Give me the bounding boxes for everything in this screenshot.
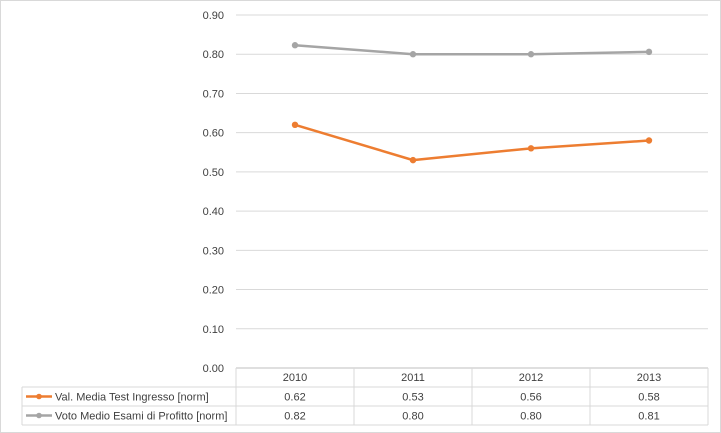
data-point: [645, 137, 653, 144]
data-point: [527, 51, 535, 58]
y-tick-label: 0.60: [203, 128, 224, 140]
data-point: [409, 156, 417, 164]
gridlines: [236, 14, 708, 369]
data-table-value: 0.80: [520, 411, 541, 423]
y-axis-ticks: 0.00 0.10 0.20 0.30 0.40 0.50 0.60 0.70 0.80 0.90: [203, 10, 224, 375]
x-category-label: 2010: [283, 372, 307, 384]
data-point: [527, 145, 535, 152]
data-table-value: 0.58: [638, 392, 659, 404]
y-tick-label: 0.80: [203, 49, 224, 61]
data-point: [291, 42, 299, 49]
series-line: [293, 43, 651, 56]
data-table-value: 0.82: [284, 411, 305, 423]
y-tick-label: 0.70: [203, 88, 224, 100]
y-tick-label: 0.40: [203, 206, 224, 218]
series-line: [293, 123, 651, 162]
legend-key-marker: [36, 393, 42, 400]
data-point: [409, 51, 417, 58]
data-table-value: 0.80: [402, 411, 423, 423]
data-table: 2010 2011 2012 2013 Val. Media Test Ingresso…: [21, 368, 709, 426]
series-lines: [291, 42, 653, 164]
y-tick-label: 0.20: [203, 285, 224, 297]
y-tick-label: 0.90: [203, 10, 224, 22]
data-table-value: 0.81: [638, 411, 659, 423]
legend-key-marker: [36, 412, 42, 419]
legend-series-name: Voto Medio Esami di Profitto [norm]: [55, 411, 227, 423]
data-table-value: 0.56: [520, 392, 541, 404]
y-tick-label: 0.30: [203, 245, 224, 257]
x-category-label: 2011: [401, 372, 425, 384]
x-category-label: 2012: [519, 372, 543, 384]
data-table-value: 0.53: [402, 392, 423, 404]
data-point: [645, 48, 653, 56]
legend-series-name: Val. Media Test Ingresso [norm]: [55, 392, 209, 404]
y-tick-label: 0.10: [203, 324, 224, 336]
y-tick-label: 0.50: [203, 167, 224, 179]
y-tick-label: 0.00: [203, 363, 224, 375]
data-point: [291, 121, 299, 129]
data-table-value: 0.62: [284, 392, 305, 404]
x-category-label: 2013: [637, 372, 661, 384]
